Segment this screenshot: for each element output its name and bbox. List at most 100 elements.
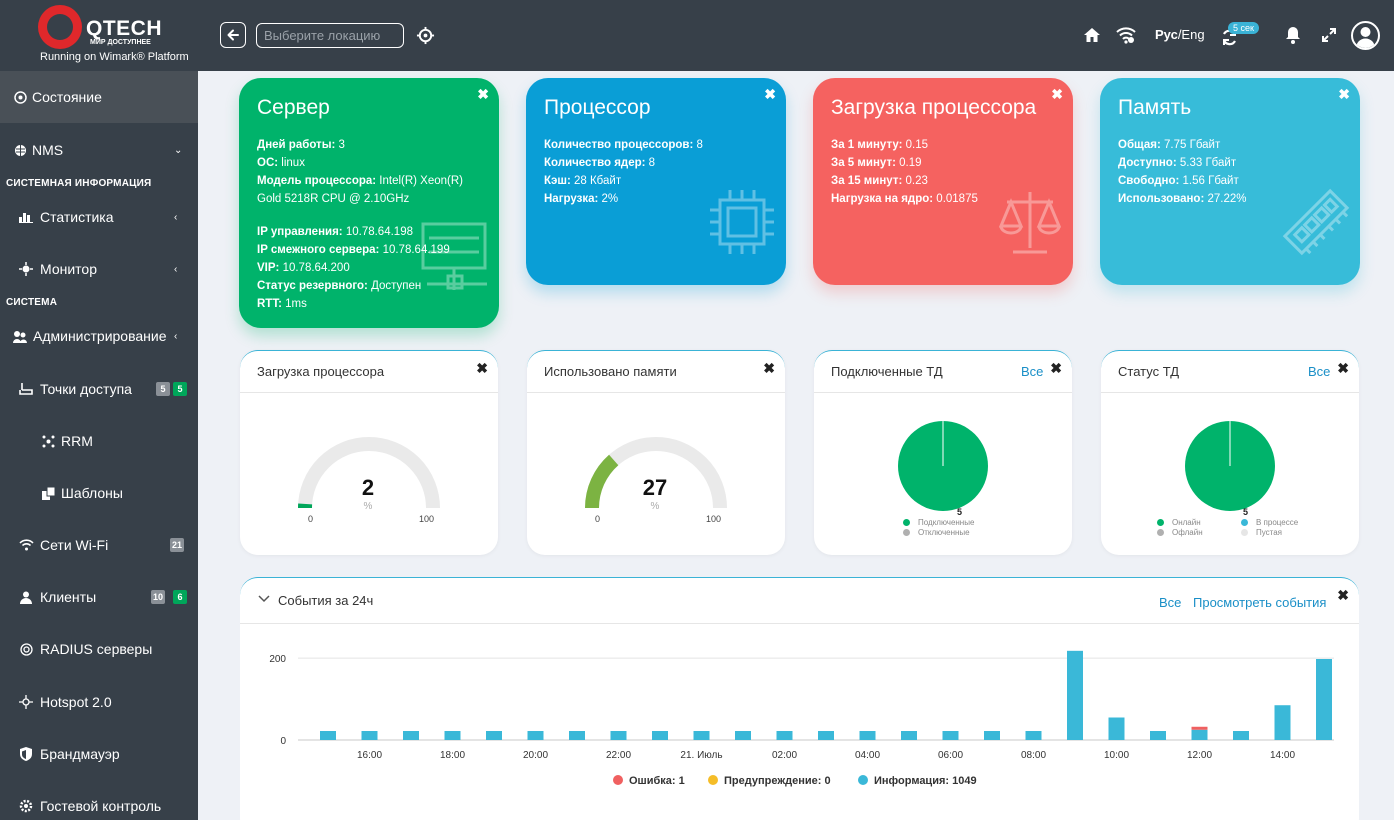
load-15m-label: За 15 минут: — [831, 175, 903, 187]
cpu-model-label: Модель процессора: — [257, 175, 377, 187]
close-icon[interactable]: ✖ — [1338, 86, 1350, 102]
hotspot-icon — [18, 694, 34, 710]
legend-warning: Предупреждение: 0 — [708, 775, 831, 787]
x-tick-label: 22:00 — [606, 750, 631, 761]
memory-module-icon — [1282, 188, 1350, 256]
sidebar-item-hotspot[interactable]: Hotspot 2.0 — [0, 676, 198, 728]
bell-icon[interactable] — [1283, 25, 1303, 45]
close-icon[interactable]: ✖ — [763, 360, 775, 376]
lang-ru[interactable]: Рус — [1155, 27, 1178, 42]
cpu-gauge — [298, 437, 440, 509]
sidebar-item-label: RADIUS серверы — [40, 641, 153, 657]
cores-label: Количество ядер: — [544, 157, 646, 169]
sidebar-item-label: Шаблоны — [61, 485, 123, 501]
sidebar-item-administration[interactable]: Администрирование ‹ — [0, 310, 198, 362]
server-icon — [421, 222, 487, 290]
bar-info — [320, 731, 336, 740]
mem-available-label: Доступно: — [1118, 157, 1177, 169]
sidebar-item-firewall[interactable]: Брандмауэр — [0, 728, 198, 780]
qtech-logo[interactable]: QTECH МИР ДОСТУПНЕЕ Running on Wimark® P… — [36, 5, 196, 65]
load-1m-value: 0.15 — [902, 139, 929, 151]
sidebar-item-radius[interactable]: RADIUS серверы — [0, 623, 198, 675]
fullscreen-icon[interactable] — [1319, 25, 1339, 45]
all-link[interactable]: Все — [1021, 364, 1044, 379]
logo-subtitle: МИР ДОСТУПНЕЕ — [90, 39, 151, 46]
sidebar-item-rrm[interactable]: RRM — [0, 415, 198, 467]
sidebar-item-clients[interactable]: Клиенты 10 6 — [0, 571, 198, 623]
refresh-interval-badge[interactable]: 5 сек — [1228, 22, 1259, 34]
bar-info — [444, 731, 461, 740]
close-icon[interactable]: ✖ — [476, 360, 488, 376]
cpu-load-info: За 1 минуту: 0.15 За 5 минут: 0.19 За 15… — [831, 136, 978, 208]
home-icon[interactable] — [1082, 25, 1102, 45]
sidebar-item-label: Состояние — [32, 89, 102, 105]
all-link[interactable]: Все — [1159, 595, 1182, 610]
sidebar-item-label: Статистика — [40, 209, 114, 225]
sidebar-item-state[interactable]: Состояние — [0, 71, 198, 123]
close-icon[interactable]: ✖ — [1337, 360, 1349, 376]
bar-info — [942, 731, 959, 740]
sidebar-item-label: Брандмауэр — [40, 746, 120, 762]
ap-status-widget: Статус ТД Все ✖ 5 Онлайн Офлайн В процес… — [1101, 350, 1359, 555]
gauge-min: 0 — [308, 514, 314, 524]
sidebar-item-label: Клиенты — [40, 589, 97, 605]
lang-eng[interactable]: /Eng — [1177, 27, 1205, 42]
mem-available-value: 5.33 Гбайт — [1176, 157, 1237, 169]
load-label: Нагрузка: — [544, 193, 599, 205]
mem-used-label: Использовано: — [1118, 193, 1205, 205]
sidebar-item-monitor[interactable]: Монитор ‹ — [0, 243, 198, 295]
legend-offline: Офлайн — [1157, 528, 1203, 537]
chevron-down-icon[interactable] — [258, 595, 270, 603]
server-card: Сервер ✖ Дней работы: 3 ОС: linux Модель… — [239, 78, 499, 328]
load-value: 2% — [598, 193, 619, 205]
legend-connected: Подключенные — [903, 518, 974, 527]
mgmt-ip-label: IP управления: — [257, 226, 343, 238]
sidebar-item-nms[interactable]: NMS ⌄ — [0, 124, 198, 176]
close-icon[interactable]: ✖ — [1051, 86, 1063, 102]
close-icon[interactable]: ✖ — [764, 86, 776, 102]
sidebar-item-statistics[interactable]: Статистика ‹ — [0, 191, 198, 243]
sidebar-item-access-points[interactable]: Точки доступа 5 5 — [0, 363, 198, 415]
close-icon[interactable]: ✖ — [1050, 360, 1062, 376]
sidebar-item-wifi[interactable]: Сети Wi-Fi 21 — [0, 519, 198, 571]
wifi-status-icon[interactable] — [1116, 25, 1136, 45]
vip-label: VIP: — [257, 262, 280, 274]
legend-online: Онлайн — [1157, 518, 1201, 527]
sidebar-item-templates[interactable]: Шаблоны — [0, 467, 198, 519]
radius-server-icon — [18, 641, 34, 657]
events-24h-panel: События за 24ч Все Просмотреть события ✖… — [240, 577, 1359, 820]
user-avatar[interactable] — [1351, 21, 1380, 50]
panel-header: Подключенные ТД Все ✖ — [814, 351, 1072, 393]
admin-icon — [12, 328, 28, 344]
sidebar-item-label: Hotspot 2.0 — [40, 694, 112, 710]
gauge-fill — [585, 454, 619, 509]
load-15m-value: 0.23 — [902, 175, 928, 187]
monitor-icon — [18, 261, 34, 277]
bar-info — [361, 731, 378, 740]
x-tick-label: 08:00 — [1021, 750, 1046, 761]
bar-info — [403, 731, 419, 740]
cores-value: 8 — [645, 157, 656, 169]
close-icon[interactable]: ✖ — [477, 86, 489, 102]
location-select-input[interactable] — [256, 23, 404, 48]
memory-card-title: Память — [1118, 96, 1192, 119]
view-events-link[interactable]: Просмотреть события — [1193, 595, 1327, 610]
back-button[interactable] — [220, 22, 246, 48]
sidebar: Состояние NMS ⌄ СИСТЕМНАЯ ИНФОРМАЦИЯ Ста… — [0, 71, 198, 820]
gear-icon[interactable] — [416, 26, 435, 45]
rtt-label: RTT: — [257, 298, 282, 310]
sidebar-item-label: RRM — [61, 433, 93, 449]
connected-ap-pie — [898, 421, 988, 511]
language-switch[interactable]: Рус/Eng — [1155, 27, 1205, 42]
gauge-unit: % — [650, 501, 660, 512]
x-tick-label: 04:00 — [855, 750, 880, 761]
legend-in-progress: В процессе — [1241, 518, 1298, 527]
mgmt-ip-value: 10.78.64.198 — [342, 226, 413, 238]
mem-free-label: Свободно: — [1118, 175, 1180, 187]
all-link[interactable]: Все — [1308, 364, 1331, 379]
cache-label: Кэш: — [544, 175, 571, 187]
close-icon[interactable]: ✖ — [1337, 587, 1349, 603]
chevron-left-icon: ‹ — [174, 330, 178, 342]
sidebar-item-guest-control[interactable]: Гостевой контроль — [0, 780, 198, 820]
chevron-left-icon: ‹ — [174, 211, 178, 223]
